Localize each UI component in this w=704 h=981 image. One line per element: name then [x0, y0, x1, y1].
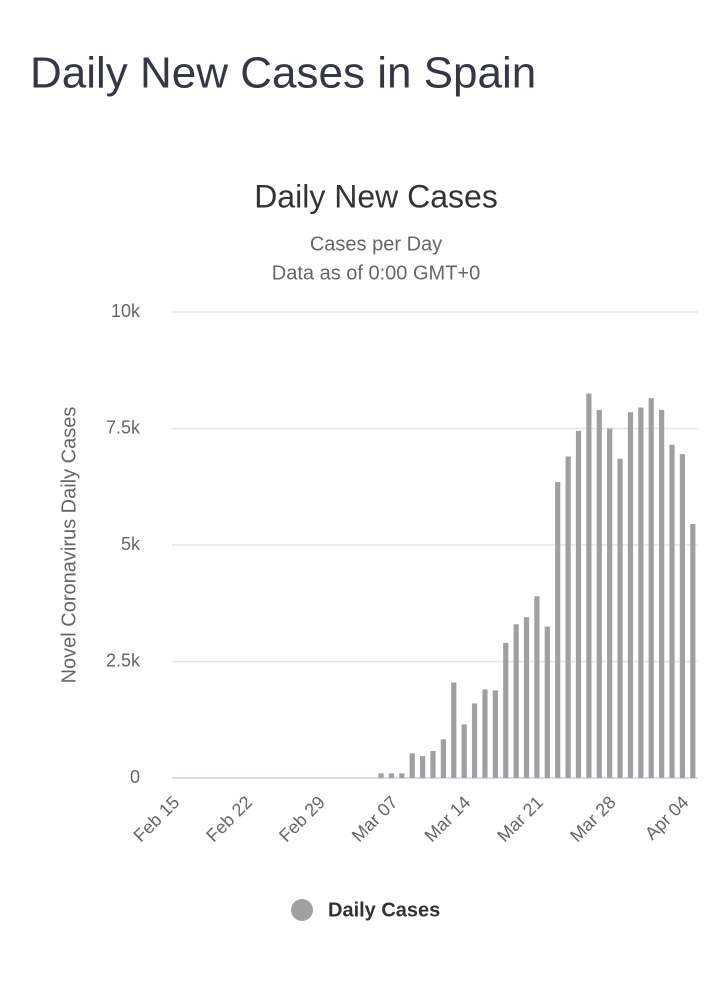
x-tick-label: Feb 29 [275, 792, 329, 846]
bar [596, 409, 602, 778]
bar [409, 753, 415, 778]
chart-subtitle: Cases per Day [310, 233, 442, 255]
bar [388, 773, 395, 778]
x-tick-label: Feb 22 [202, 792, 256, 846]
bar [627, 412, 634, 778]
bar [378, 773, 384, 778]
y-tick-label: 2.5k [106, 650, 141, 670]
bar [679, 454, 686, 778]
bar [503, 642, 509, 778]
y-tick-label: 7.5k [106, 417, 141, 437]
bar [544, 626, 550, 778]
bar [690, 524, 696, 778]
bar [399, 773, 405, 778]
x-tick-label: Mar 21 [493, 792, 547, 846]
bar [513, 624, 519, 778]
bar [607, 428, 613, 778]
bar [669, 444, 675, 778]
bar [461, 724, 467, 778]
y-axis-title: Novel Coronavirus Daily Cases [58, 407, 80, 684]
bar [648, 398, 654, 778]
x-tick-label: Mar 28 [566, 792, 620, 846]
legend-marker [291, 899, 313, 921]
x-tick-label: Mar 14 [421, 792, 475, 846]
bar [638, 407, 644, 778]
y-tick-label: 0 [130, 767, 140, 787]
page-title: Daily New Cases in Spain [30, 49, 536, 98]
bar [586, 393, 592, 778]
bar [534, 596, 540, 778]
bar [617, 458, 623, 778]
bar [471, 703, 478, 778]
y-tick-label: 5k [121, 534, 141, 554]
x-tick-label: Feb 15 [130, 792, 184, 846]
bar [555, 482, 561, 778]
bar [482, 689, 488, 778]
chart-subtitle: Data as of 0:00 GMT+0 [272, 262, 480, 284]
bar [430, 750, 436, 778]
bar [492, 690, 498, 778]
bar [523, 617, 530, 778]
bar [565, 456, 571, 778]
chart-title: Daily New Cases [254, 178, 498, 214]
bar [451, 682, 457, 778]
bar [575, 430, 582, 778]
bar [440, 739, 446, 778]
y-tick-label: 10k [111, 301, 141, 321]
bar [420, 756, 426, 778]
x-tick-label: Mar 07 [348, 792, 402, 846]
x-tick-label: Apr 04 [641, 792, 693, 844]
legend-label: Daily Cases [328, 899, 440, 921]
bar [659, 409, 665, 778]
